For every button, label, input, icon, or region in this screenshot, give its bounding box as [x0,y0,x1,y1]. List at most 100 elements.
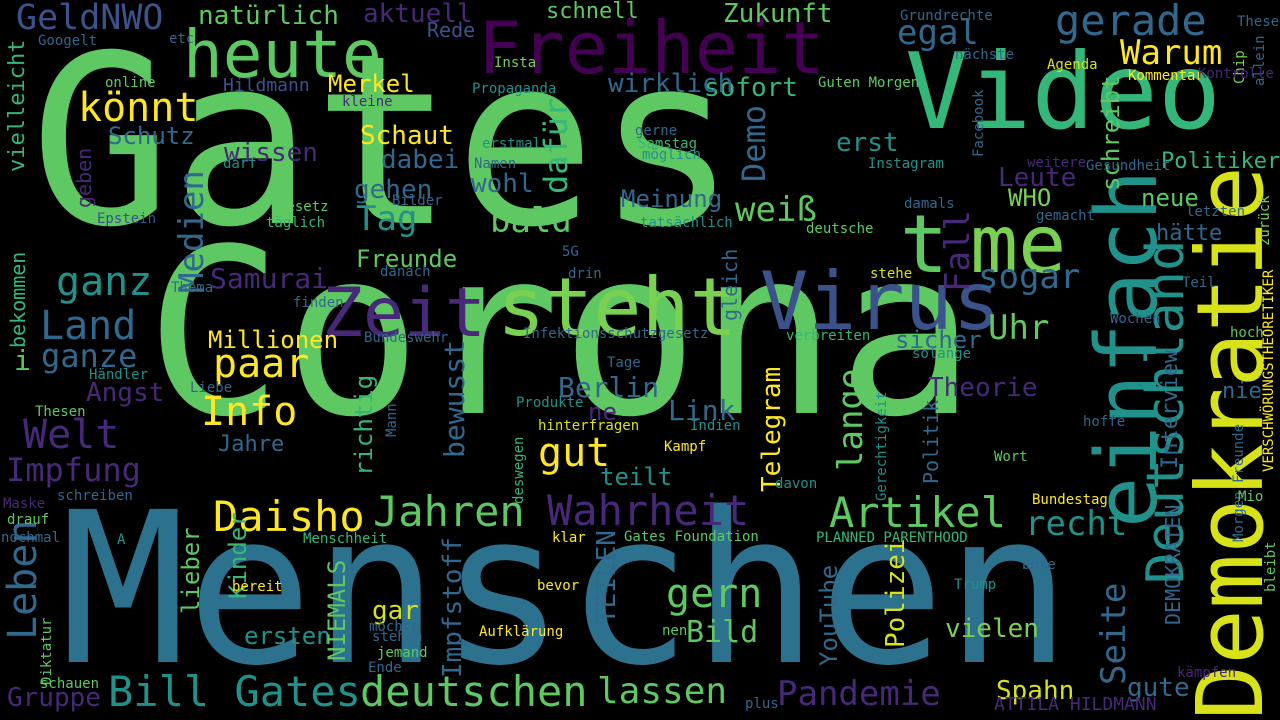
cloud-word: Hildmann [223,75,310,96]
cloud-word: weiß [735,190,817,230]
cloud-word: geben [72,147,96,208]
cloud-word: Link [668,394,736,427]
cloud-word: solange [912,346,972,362]
cloud-word: Telegram [757,366,787,492]
cloud-word: bewusst [438,339,471,458]
cloud-word: These [1237,14,1280,30]
cloud-word: Interview [1158,349,1183,469]
cloud-word: zurück [1257,195,1273,246]
cloud-word: erst [836,128,899,158]
cloud-word: Merkel [328,70,415,98]
cloud-word: gar [372,596,419,626]
cloud-word: richtig [350,374,378,476]
cloud-word: t [900,198,949,291]
cloud-word: Facebook [971,89,987,157]
cloud-word: i [14,344,31,377]
cloud-word: gehen [354,175,433,205]
cloud-word: Agenda [1047,57,1098,73]
cloud-word: VERSCHWÖRUNGSTHEORETIKER [1261,269,1277,472]
cloud-word: Politik [919,399,943,484]
cloud-word: Menschheit [303,531,388,547]
cloud-word: dafür [537,97,575,194]
cloud-word: erstmal [482,136,542,152]
cloud-word: nochmal [1,530,61,546]
cloud-word: gern [666,571,763,617]
cloud-word: schnell [546,0,639,24]
cloud-word: Diktatur [39,617,55,685]
cloud-word: wissen [224,138,318,168]
cloud-word: Pandemie [777,674,941,714]
cloud-word: Welt [23,412,120,458]
cloud-word: Theorie [928,373,1038,403]
cloud-word: ersten [244,622,331,650]
cloud-word: stehen [372,629,423,645]
cloud-word: A [117,532,126,548]
cloud-word: Samurai [210,262,329,295]
cloud-word: gerne [635,123,678,139]
cloud-word: deutsche [806,221,874,237]
cloud-word: ganze [41,337,138,375]
cloud-word: me [970,198,1067,291]
cloud-word: hätte [1156,221,1223,246]
cloud-word: recht [1025,504,1128,544]
cloud-word: gleich [718,248,742,321]
cloud-word: bevor [537,578,580,594]
cloud-word: Bundeswehr [364,330,449,346]
cloud-word: Tage [607,355,641,371]
cloud-word: Rede [427,18,476,42]
cloud-word: dabei [381,145,460,175]
cloud-word: danach [380,264,431,280]
cloud-word: Grundrechte [900,8,993,24]
cloud-word: Thesen [35,404,86,420]
cloud-word: Jahren [373,487,525,536]
cloud-word: Angst [86,378,165,408]
cloud-word: natürlich [198,1,339,31]
cloud-word: Bild [686,615,759,650]
cloud-word: teilt [600,463,673,491]
cloud-word: PLANNED PARENTHOOD [816,530,968,546]
cloud-word: Morgen Freunde [1231,423,1247,542]
cloud-word: Maske [3,496,46,512]
cloud-word: wohl [471,169,534,199]
cloud-word: hoch [1230,325,1264,341]
cloud-word: böse [1022,557,1056,573]
cloud-word: bekommen [6,251,30,348]
cloud-word: Wort [994,449,1028,465]
cloud-word: schreiben [57,488,133,504]
cloud-word: sogar [978,257,1081,297]
cloud-word: kämpfen [1177,665,1237,681]
cloud-word: Jahre [218,432,285,457]
cloud-word: bald [490,201,572,241]
cloud-word: Kontrolle [1198,66,1274,82]
cloud-word: Virus [760,255,1001,348]
cloud-word: darf [223,156,257,172]
cloud-word: Epstein [97,211,157,227]
cloud-word: Spahn [996,676,1075,706]
cloud-word: kleine [342,94,393,110]
cloud-word: Impfstoff [438,537,468,678]
cloud-word: Trump [954,577,997,593]
cloud-word: drauf [7,512,50,528]
cloud-word: Guten Morgen [818,75,920,91]
cloud-word: Meinung [621,185,723,213]
cloud-word: Gesundheit [1086,158,1171,174]
cloud-word: Schutz [108,122,195,150]
cloud-word: Gesetz [278,199,329,215]
cloud-word: hoffe [1083,414,1126,430]
cloud-word: Schaut [360,121,454,151]
cloud-word: Mann [384,403,400,437]
cloud-word: Freiheit [478,6,825,90]
cloud-word: schauen [40,676,100,692]
cloud-word: WHO [1008,184,1052,212]
cloud-word: davon [775,476,818,492]
cloud-word: verbreiten [786,328,871,344]
cloud-word: gerade [1055,0,1207,45]
cloud-word: Video [905,31,1222,153]
cloud-word: bereit [232,579,283,595]
cloud-word: Politiker [1161,149,1280,174]
cloud-word: Leute [998,163,1077,193]
cloud-word: deswegen [511,436,527,504]
cloud-word: Gerechtigkeit [874,391,890,501]
cloud-word: plus [745,696,779,712]
